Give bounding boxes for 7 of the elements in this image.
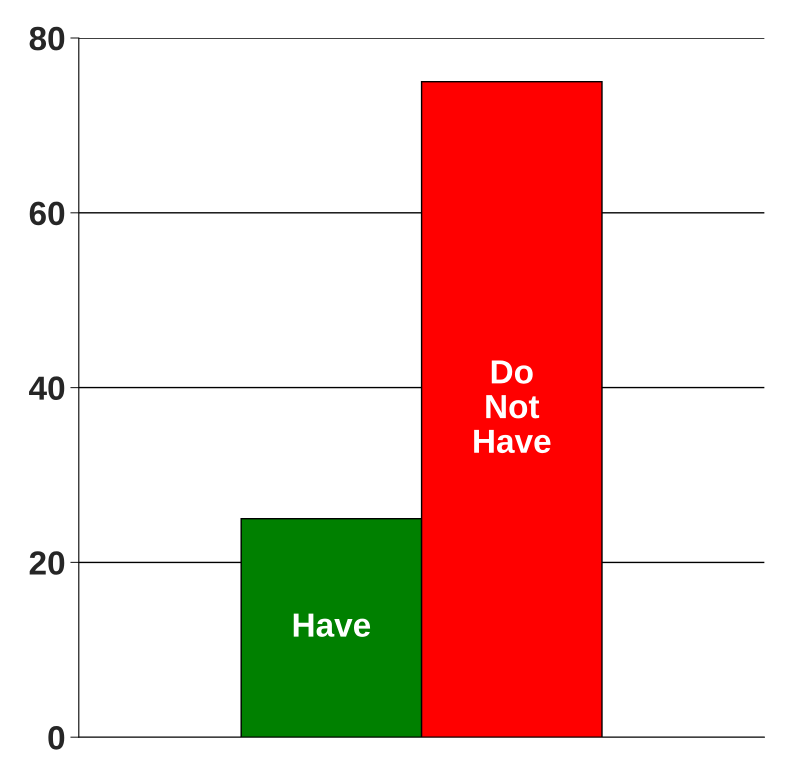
y-tick-label: 40 [29, 376, 64, 400]
x-tick-label: Do Not Have [474, 360, 550, 454]
x-tick-label: Have [294, 614, 370, 637]
y-tick-label: 20 [30, 551, 64, 575]
y-tick-label: 60 [30, 202, 64, 226]
y-tick-label: 80 [30, 26, 64, 50]
y-tick-label: 0 [48, 726, 64, 750]
